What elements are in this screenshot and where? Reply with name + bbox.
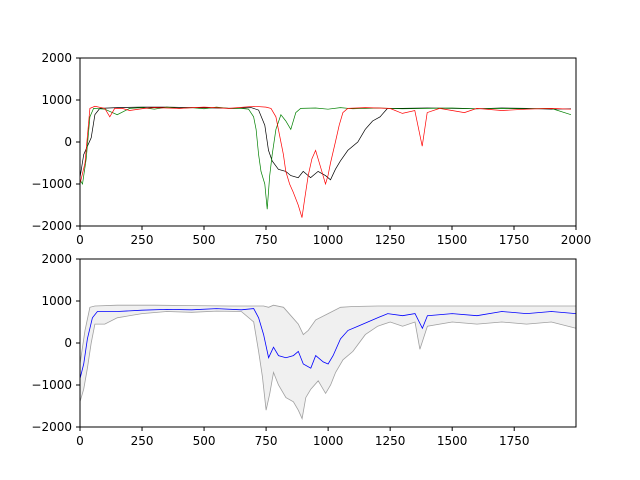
y-tick-label: 2000 [41, 252, 72, 266]
x-tick-label: 750 [255, 233, 278, 247]
plot-area-1 [80, 105, 572, 218]
x-tick-label: 1000 [313, 434, 344, 448]
panel-2: 0 250 500 750 1000 1250 1500 1750 −2000 −1000 0 100… [31, 252, 577, 448]
x-tick-label: 500 [193, 233, 216, 247]
series-line-2 [80, 106, 572, 210]
x-tick-label: 0 [76, 233, 84, 247]
x-tick-label: 250 [131, 233, 154, 247]
x-tick-label: 500 [193, 434, 216, 448]
upper-bound-line [80, 304, 576, 365]
x-tick-label: 250 [131, 434, 154, 448]
y-tick-label: −2000 [31, 420, 72, 434]
y-tick-label: −1000 [31, 378, 72, 392]
x-tick-label: 1250 [375, 434, 406, 448]
plot-area-2 [80, 304, 576, 420]
axes-frame-1 [79, 57, 577, 227]
y-tick-label: 2000 [41, 51, 72, 65]
y-tick-label: 1000 [41, 294, 72, 308]
x-tick-label: 750 [255, 434, 278, 448]
y-tick-label: 1000 [41, 93, 72, 107]
panel-1: 0 250 500 750 1000 1250 1500 1750 2000 −2000 −1000… [31, 51, 591, 247]
y-tick-label: −1000 [31, 177, 72, 191]
x-tick-label: 1500 [437, 233, 468, 247]
x-tick-label: 1000 [313, 233, 344, 247]
x-tick-label: 1750 [499, 434, 530, 448]
mean-line [80, 308, 576, 379]
series-line-3 [80, 105, 572, 218]
x-tick-label: 1250 [375, 233, 406, 247]
x-tick-label: 1750 [499, 233, 530, 247]
series-line-1 [80, 106, 572, 181]
lower-bound-line [80, 310, 576, 420]
y-tick-label: 0 [64, 336, 72, 350]
x-tick-label: 2000 [561, 233, 592, 247]
x-tick-label: 1500 [437, 434, 468, 448]
y-tick-label: 0 [64, 135, 72, 149]
range-band [80, 305, 576, 419]
y-tick-label: −2000 [31, 219, 72, 233]
x-tick-label: 0 [76, 434, 84, 448]
